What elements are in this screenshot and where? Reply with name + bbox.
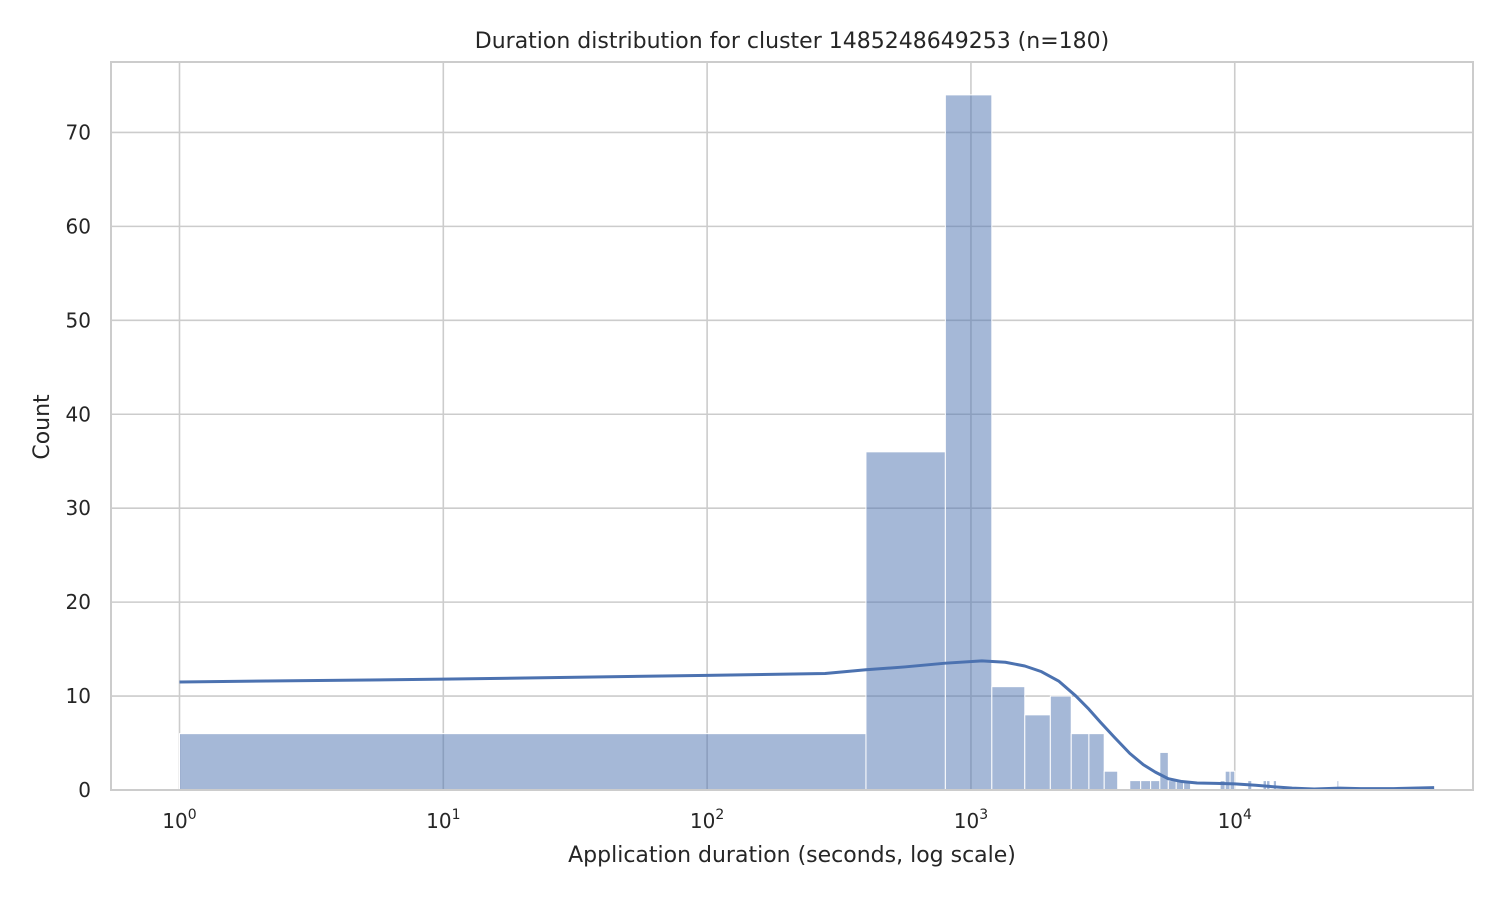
y-tick-label: 70 bbox=[66, 120, 91, 144]
histogram-bar bbox=[1150, 780, 1161, 791]
x-tick-label: 101 bbox=[426, 807, 460, 833]
histogram-bar bbox=[1129, 780, 1142, 791]
histogram-bar bbox=[1219, 780, 1226, 791]
bars-layer bbox=[178, 94, 1434, 791]
histogram-bar bbox=[944, 94, 993, 791]
histogram-bar bbox=[865, 451, 946, 791]
kde-curve bbox=[179, 659, 1435, 791]
y-tick-label: 50 bbox=[66, 308, 91, 332]
histogram-bar bbox=[178, 733, 867, 791]
x-tick-label: 102 bbox=[690, 807, 724, 833]
y-tick-labels: 0 10 20 30 40 50 60 70 bbox=[66, 120, 91, 802]
histogram-bar bbox=[1140, 780, 1152, 791]
y-tick-label: 40 bbox=[66, 402, 91, 426]
histogram-bar bbox=[1167, 780, 1177, 791]
histogram-bar bbox=[1224, 770, 1231, 791]
y-tick-label: 0 bbox=[78, 778, 91, 802]
histogram-bar bbox=[991, 686, 1026, 791]
x-tick-label: 104 bbox=[1218, 807, 1252, 833]
histogram-bar bbox=[1103, 770, 1119, 791]
histogram-bar bbox=[1229, 770, 1236, 791]
y-axis-label: Count bbox=[30, 394, 55, 460]
x-tick-labels: 100 101 102 103 104 bbox=[162, 807, 1252, 833]
histogram-bar bbox=[1049, 695, 1072, 791]
y-tick-label: 20 bbox=[66, 590, 91, 614]
histogram-bar bbox=[1159, 751, 1169, 791]
x-axis-label: Application duration (seconds, log scale… bbox=[568, 843, 1016, 868]
y-tick-label: 60 bbox=[66, 214, 91, 238]
plot-frame bbox=[110, 61, 1474, 791]
histogram-bar bbox=[1070, 733, 1090, 791]
kde-layer bbox=[179, 659, 1435, 791]
histogram-bar bbox=[1088, 733, 1105, 791]
x-tick-label: 100 bbox=[162, 807, 196, 833]
x-tick-label: 103 bbox=[954, 807, 988, 833]
chart-title: Duration distribution for cluster 148524… bbox=[475, 29, 1109, 54]
histogram-bar bbox=[1024, 714, 1051, 791]
y-tick-label: 30 bbox=[66, 496, 91, 520]
y-tick-label: 10 bbox=[66, 684, 91, 708]
